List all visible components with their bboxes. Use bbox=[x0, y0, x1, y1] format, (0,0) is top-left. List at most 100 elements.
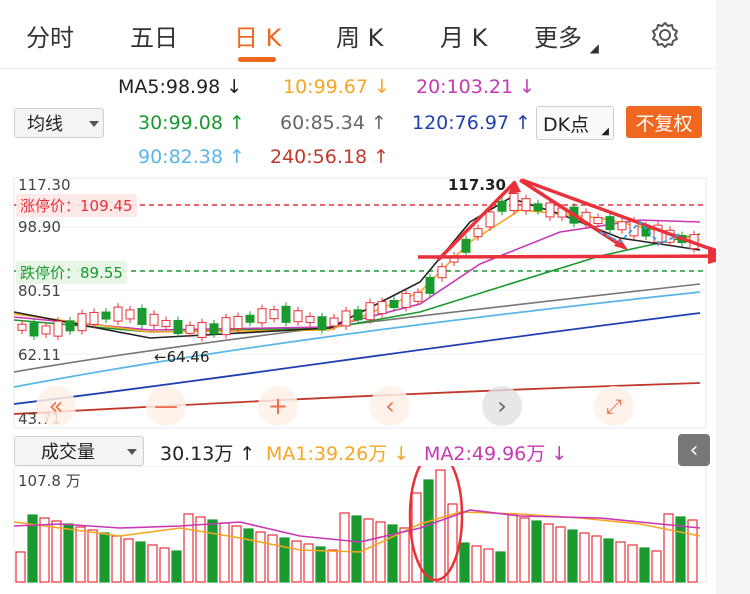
volume-bar bbox=[27, 514, 38, 583]
scroll-left-fast-button[interactable]: « bbox=[36, 386, 76, 426]
volume-bar bbox=[603, 538, 614, 583]
fullscreen-button[interactable]: ⤢ bbox=[594, 386, 634, 426]
volume-bar bbox=[327, 549, 338, 583]
candle-body bbox=[257, 308, 267, 324]
minus-icon: — bbox=[154, 392, 178, 420]
volume-bar bbox=[315, 546, 326, 583]
candle-body bbox=[413, 291, 423, 302]
tab-daily-k[interactable]: 日 K bbox=[234, 24, 282, 52]
candle-body bbox=[209, 323, 219, 335]
volume-bar bbox=[135, 541, 146, 583]
low-price-marker: ←64.46 bbox=[154, 348, 210, 366]
volume-bar bbox=[87, 529, 98, 583]
candle-body bbox=[389, 300, 399, 308]
volume-selector-label: 成交量 bbox=[41, 442, 95, 463]
price-axis-mid2: 80.51 bbox=[18, 282, 61, 300]
candle-body bbox=[521, 198, 531, 212]
volume-bar bbox=[267, 534, 278, 583]
collapse-panel-button[interactable]: ‹ bbox=[678, 434, 710, 466]
candle-body bbox=[533, 203, 543, 212]
tab-weekly-k[interactable]: 周 K bbox=[336, 24, 384, 52]
candle-body bbox=[17, 323, 27, 331]
volume-bar bbox=[111, 535, 122, 583]
volume-bar bbox=[219, 522, 230, 583]
volume-selector[interactable]: 成交量 bbox=[14, 436, 144, 466]
tab-five-day[interactable]: 五日 bbox=[130, 24, 178, 52]
active-tab-indicator bbox=[238, 57, 276, 62]
candle-body bbox=[365, 302, 375, 321]
volume-bar bbox=[615, 541, 626, 583]
candle-body bbox=[281, 305, 291, 323]
candle-body bbox=[497, 200, 507, 212]
volume-bar bbox=[195, 516, 206, 583]
candle-body bbox=[269, 309, 279, 320]
caret-down-icon: ◢ bbox=[589, 41, 599, 55]
volume-bar bbox=[663, 513, 674, 583]
volume-bar bbox=[411, 492, 422, 583]
volume-bar bbox=[291, 540, 302, 583]
zoom-out-button[interactable]: — bbox=[146, 386, 186, 426]
candle-body bbox=[377, 301, 387, 315]
tab-monthly-k[interactable]: 月 K bbox=[440, 24, 488, 52]
volume-bar bbox=[147, 544, 158, 583]
volume-bar bbox=[579, 532, 590, 583]
dk-point-label: DK点 bbox=[543, 113, 590, 136]
volume-bar bbox=[231, 525, 242, 583]
ma10-value: 10:99.67 ↓ bbox=[283, 76, 390, 98]
volume-bar bbox=[63, 523, 74, 583]
high-price-marker: 117.30 bbox=[448, 176, 506, 194]
volume-bar bbox=[399, 527, 410, 583]
volume-bar bbox=[123, 538, 134, 583]
volume-bar bbox=[387, 524, 398, 583]
volume-bar bbox=[303, 543, 314, 583]
limit-up-label: 涨停价：109.45 bbox=[16, 194, 137, 217]
candle-body bbox=[221, 317, 231, 336]
tab-intraday[interactable]: 分时 bbox=[26, 24, 74, 52]
volume-bar bbox=[555, 526, 566, 583]
volume-bar bbox=[207, 519, 218, 583]
volume-bar bbox=[243, 528, 254, 583]
volume-bar bbox=[423, 479, 434, 583]
volume-current: 30.13万 ↑ bbox=[160, 443, 256, 465]
candle-body bbox=[173, 320, 183, 335]
scroll-right-button[interactable]: › bbox=[482, 386, 522, 426]
tab-more[interactable]: 更多 ◢ bbox=[534, 18, 599, 55]
volume-bar bbox=[447, 503, 458, 583]
volume-bar bbox=[363, 518, 374, 583]
kline-chart[interactable] bbox=[0, 172, 716, 434]
volume-chart[interactable] bbox=[0, 466, 716, 594]
candle-body bbox=[473, 228, 483, 238]
ma-selector[interactable]: 均线 bbox=[14, 108, 104, 138]
volume-bar bbox=[483, 548, 494, 583]
zoom-in-button[interactable]: + bbox=[258, 386, 298, 426]
volume-bar bbox=[495, 551, 506, 583]
candle-body bbox=[329, 317, 339, 327]
expand-icon: ⤢ bbox=[606, 394, 622, 418]
volume-bar bbox=[543, 523, 554, 583]
candle-body bbox=[233, 316, 243, 330]
ma30-value: 30:99.08 ↑ bbox=[138, 112, 245, 134]
candle-body bbox=[437, 266, 447, 279]
candle-body bbox=[197, 321, 207, 338]
price-axis-mid1: 98.90 bbox=[18, 218, 61, 236]
volume-bar bbox=[675, 516, 686, 583]
scroll-left-button[interactable]: ‹ bbox=[370, 386, 410, 426]
gear-icon[interactable] bbox=[650, 20, 680, 54]
candle-body bbox=[245, 314, 255, 323]
volume-bar bbox=[99, 532, 110, 583]
volume-bar bbox=[651, 550, 662, 583]
caret-down-icon: ◢ bbox=[601, 126, 609, 137]
plus-icon: + bbox=[267, 392, 289, 420]
candle-body bbox=[113, 306, 123, 322]
ma240-value: 240:56.18 ↑ bbox=[270, 146, 390, 168]
candle-body bbox=[593, 216, 603, 224]
no-adjust-button[interactable]: 不复权 bbox=[626, 106, 702, 138]
candle-body bbox=[77, 313, 87, 332]
volume-bar bbox=[459, 542, 470, 583]
side-scroll-area bbox=[716, 0, 750, 594]
volume-bar bbox=[567, 529, 578, 583]
candle-body bbox=[617, 221, 627, 231]
dk-point-button[interactable]: DK点 ◢ bbox=[536, 106, 614, 140]
volume-bar bbox=[255, 531, 266, 583]
candle-body bbox=[317, 316, 327, 331]
